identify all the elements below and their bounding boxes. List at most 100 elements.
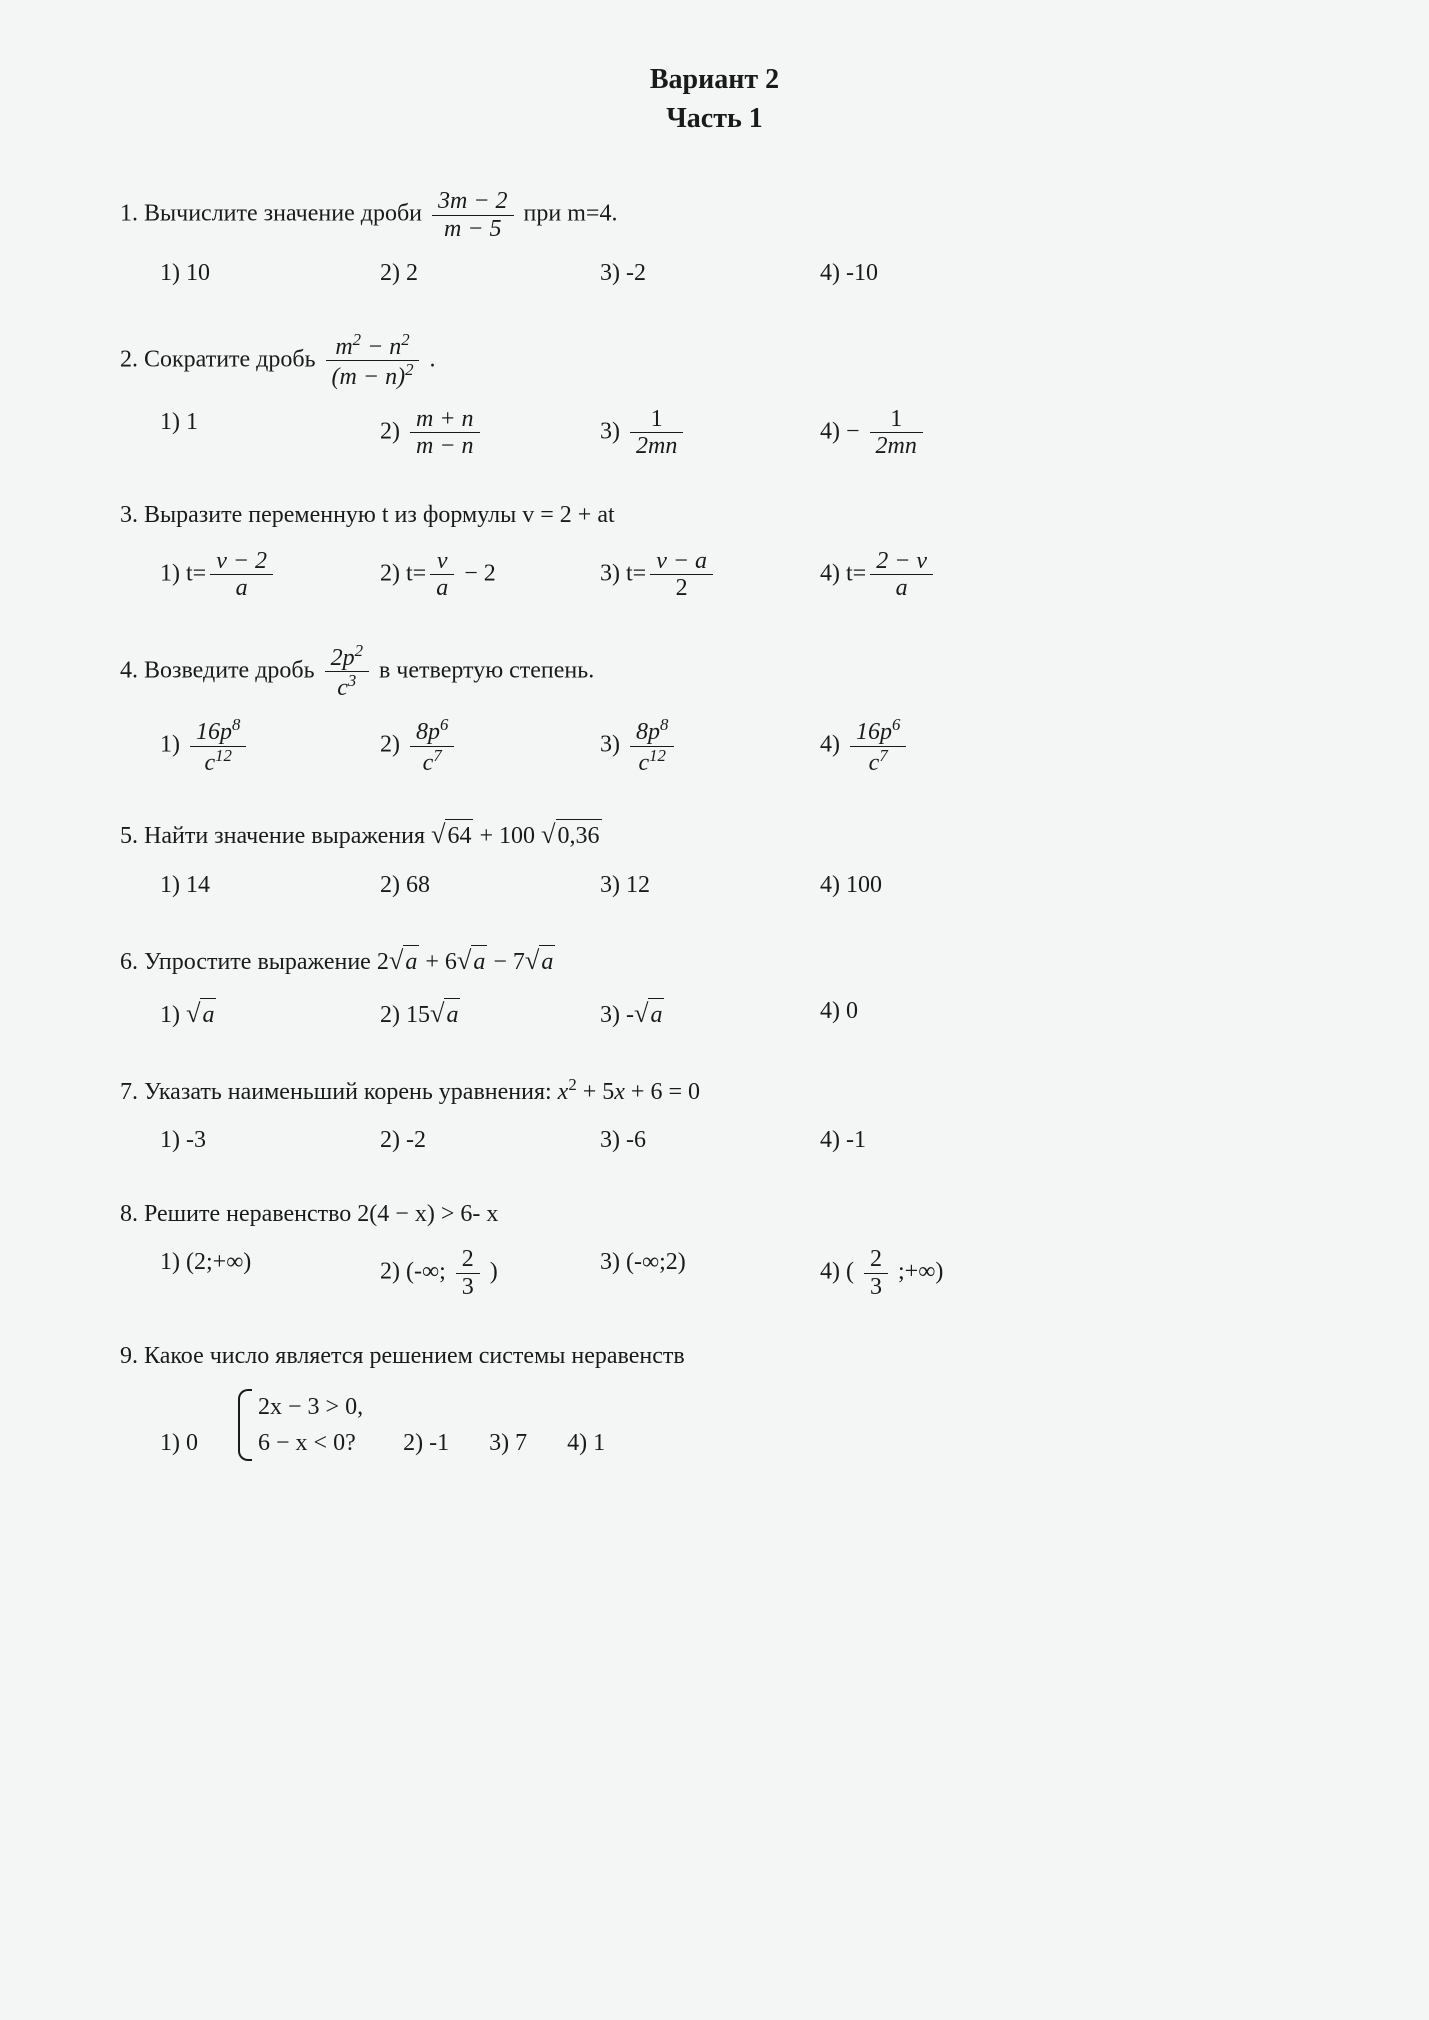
option-label: 1) <box>160 732 180 758</box>
fraction-denominator: a <box>870 575 933 601</box>
option-label: 3) <box>600 1127 620 1153</box>
problem-8: 8. Решите неравенство 2(4 − x) > 6- x 1)… <box>120 1198 1309 1300</box>
problem-number: 7. <box>120 1079 138 1105</box>
fraction-numerator: 2 − v <box>870 548 933 575</box>
fraction-numerator: 8p8 <box>630 716 674 746</box>
sqrt: √a <box>186 995 216 1033</box>
problem-3-text: 3. Выразите переменную t из формулы v = … <box>120 499 1309 533</box>
option-4: 4) -10 <box>820 257 1000 291</box>
option-2: 2) 8p6c7 <box>380 716 560 776</box>
fraction-numerator: 2p2 <box>325 642 369 672</box>
option-label: 2) <box>380 1002 400 1028</box>
sqrt: √a <box>525 942 555 980</box>
fraction: 23 <box>864 1246 888 1300</box>
option-1: 1) √a <box>160 995 340 1033</box>
fraction-denominator: 2mn <box>630 433 683 459</box>
option-prefix: t= <box>846 560 866 586</box>
fraction-denominator: m − n <box>410 433 480 459</box>
option-label: 1) <box>160 872 180 898</box>
option-label: 2) <box>403 1430 423 1456</box>
option-3: 3) (-∞;2) <box>600 1246 780 1300</box>
options-row: 1) 10 2) 2 3) -2 4) -10 <box>120 257 1309 291</box>
option-value: -3 <box>186 1127 206 1153</box>
problem-7-text: 7. Указать наименьший корень уравнения: … <box>120 1073 1309 1110</box>
fraction-numerator: 1 <box>630 406 683 433</box>
problem-text-before: Вычислите значение дроби <box>144 201 428 227</box>
option-1: 1) 1 <box>160 406 340 460</box>
fraction-denominator: a <box>430 575 454 601</box>
fraction: m + n m − n <box>410 406 480 460</box>
option-4: 4) 16p6c7 <box>820 716 1000 776</box>
option-label: 1) <box>160 1002 180 1028</box>
option-label: 4) <box>820 732 840 758</box>
options-row: 1) 0 2x − 3 > 0, 6 − x < 0? 2) -1 3) 7 4… <box>120 1389 1309 1461</box>
option-label: 2) <box>380 260 400 286</box>
option-3: 3) -6 <box>600 1124 780 1158</box>
problem-2-text: 2. Сократите дробь m2 − n2 (m − n)2 . <box>120 331 1309 391</box>
option-label: 1) <box>160 1127 180 1153</box>
sqrt: √a <box>457 942 487 980</box>
problem-text: Какое число является решением системы не… <box>144 1343 685 1369</box>
option-value: -1 <box>846 1127 866 1153</box>
option-4: 4) 100 <box>820 869 1000 903</box>
option-label: 4) <box>567 1430 587 1456</box>
option-label: 3) <box>600 732 620 758</box>
option-1: 1) 0 <box>160 1427 198 1461</box>
option-4: 4) t=2 − va <box>820 548 1000 602</box>
option-2: 2) -2 <box>380 1124 560 1158</box>
problem-number: 3. <box>120 502 138 528</box>
fraction-denominator: c3 <box>325 672 369 701</box>
fraction: 2p2 c3 <box>325 642 369 702</box>
sqrt: √a <box>634 995 664 1033</box>
options-row: 1) 14 2) 68 3) 12 4) 100 <box>120 869 1309 903</box>
problem-5: 5. Найти значение выражения √64 + 100 √0… <box>120 816 1309 902</box>
fraction-denominator: m − 5 <box>432 216 514 242</box>
fraction-numerator: v − 2 <box>210 548 273 575</box>
option-3: 3) 12 <box>600 869 780 903</box>
option-suffix: ;+∞) <box>892 1259 943 1285</box>
option-prefix: t= <box>626 560 646 586</box>
fraction-denominator: 3 <box>864 1274 888 1300</box>
option-2: 2) t=va − 2 <box>380 548 560 602</box>
option-label: 2) <box>380 1127 400 1153</box>
option-3: 3) -2 <box>600 257 780 291</box>
problem-8-text: 8. Решите неравенство 2(4 − x) > 6- x <box>120 1198 1309 1232</box>
problem-number: 8. <box>120 1201 138 1227</box>
problem-text-before: Упростите выражение 2 <box>144 949 389 975</box>
option-label: 1) <box>160 409 180 435</box>
fraction-numerator: 16p8 <box>190 716 246 746</box>
option-1: 1) 16p8c12 <box>160 716 340 776</box>
option-1: 1) (2;+∞) <box>160 1246 340 1300</box>
option-value: 1 <box>593 1430 605 1456</box>
option-value: 100 <box>846 872 882 898</box>
option-value: -10 <box>846 260 878 286</box>
options-row: 1) (2;+∞) 2) (-∞; 23 ) 3) (-∞;2) 4) ( 23… <box>120 1246 1309 1300</box>
option-label: 3) <box>600 1249 620 1275</box>
sqrt-arg: 64 <box>445 819 473 854</box>
fraction: 16p8c12 <box>190 716 246 776</box>
option-value: 7 <box>515 1430 527 1456</box>
sqrt: √a <box>389 942 419 980</box>
fraction-numerator: 8p6 <box>410 716 454 746</box>
options-row: 1) -3 2) -2 3) -6 4) -1 <box>120 1124 1309 1158</box>
fraction: v − 2a <box>210 548 273 602</box>
problem-4: 4. Возведите дробь 2p2 c3 в четвертую ст… <box>120 642 1309 777</box>
sqrt-icon: √ <box>634 998 648 1028</box>
sqrt-icon: √ <box>457 945 471 975</box>
option-prefix: t= <box>186 560 206 586</box>
sqrt-icon: √ <box>186 998 200 1028</box>
sqrt-arg: a <box>539 945 555 980</box>
fraction-denominator: c12 <box>190 747 246 776</box>
problem-text-after: при m=4. <box>524 201 618 227</box>
fraction: va <box>430 548 454 602</box>
option-suffix: ) <box>484 1259 498 1285</box>
option-value: (2;+∞) <box>186 1249 251 1275</box>
option-label: 3) <box>489 1430 509 1456</box>
problem-text: Выразите переменную t из формулы v = 2 +… <box>144 502 615 528</box>
option-label: 2) <box>380 1259 400 1285</box>
option-4: 4) ( 23 ;+∞) <box>820 1246 1000 1300</box>
problem-number: 2. <box>120 346 138 372</box>
fraction-numerator: 2 <box>864 1246 888 1273</box>
sqrt: √0,36 <box>541 816 601 854</box>
problem-1-text: 1. Вычислите значение дроби 3m − 2 m − 5… <box>120 188 1309 242</box>
